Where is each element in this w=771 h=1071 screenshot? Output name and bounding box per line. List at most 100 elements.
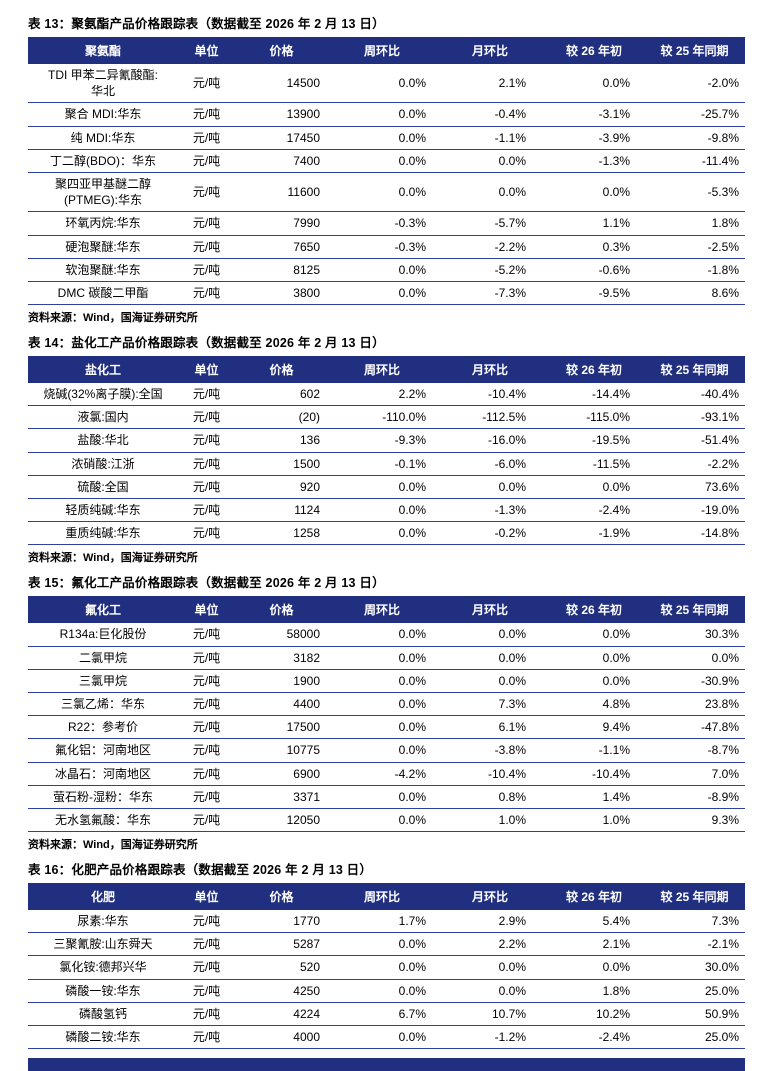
value-cell: 元/吨 [178, 172, 235, 213]
value-cell: 0.3% [544, 235, 644, 259]
value-cell: -9.5% [544, 281, 644, 306]
table-title: 表 15：氟化工产品价格跟踪表（数据截至 2026 年 2 月 13 日） [28, 576, 385, 591]
column-header: 较 26 年初 [544, 37, 644, 64]
value-cell: -93.1% [644, 405, 745, 430]
value-cell: 1900 [235, 669, 328, 693]
value-cell: -9.3% [328, 428, 436, 453]
table-block-15: 表 15：氟化工产品价格跟踪表（数据截至 2026 年 2 月 13 日） 氟化… [28, 572, 745, 852]
table-row: 烧碱(32%离子膜):全国 元/吨 602 2.2% -10.4% -14.4% -40.4… [28, 383, 745, 407]
value-cell: 0.0% [328, 281, 436, 306]
value-cell: 7400 [235, 149, 328, 173]
column-header: 价格 [235, 356, 328, 384]
value-cell: -7.3% [436, 281, 544, 306]
value-cell: 0.0% [328, 172, 436, 213]
price-table-fluorine-chemical: 氟化工 单位 价格 周环比 月环比较 26 年初较 25 年同期 R134a:巨化股份元… [28, 596, 745, 833]
product-name-cell: 三氯甲烷 [28, 669, 178, 693]
product-name-cell: 软泡聚醚:华东 [28, 258, 178, 282]
value-cell: 6900 [235, 762, 328, 786]
value-cell: -51.4% [644, 428, 745, 453]
column-header: 单位 [178, 883, 235, 911]
value-cell: -14.4% [544, 383, 644, 407]
product-name-cell: 环氧丙烷:华东 [28, 211, 178, 236]
value-cell: 0.0% [328, 521, 436, 546]
value-cell: 12050 [235, 808, 328, 833]
value-cell: 7650 [235, 235, 328, 259]
value-cell: 元/吨 [178, 738, 235, 763]
value-cell: 5.4% [544, 910, 644, 934]
value-cell: -9.8% [644, 126, 745, 150]
value-cell: 0.0% [328, 258, 436, 282]
value-cell: 9.3% [644, 808, 745, 833]
value-cell: 17500 [235, 715, 328, 740]
value-cell: 2.1% [436, 64, 544, 104]
column-header: 价格 [235, 883, 328, 911]
value-cell: 0.0% [328, 64, 436, 104]
value-cell: -2.0% [644, 64, 745, 104]
product-name-cell: 轻质纯碱:华东 [28, 498, 178, 523]
product-name-cell: 硬泡聚醚:华东 [28, 235, 178, 259]
value-cell: 2.1% [544, 932, 644, 957]
table-row: 丁二醇(BDO)：华东 元/吨 7400 0.0% 0.0% -1.3% -11.4% [28, 149, 745, 173]
value-cell: 元/吨 [178, 102, 235, 127]
value-cell: -10.4% [544, 762, 644, 786]
product-name-cell: DMC 碳酸二甲酯 [28, 281, 178, 306]
value-cell: -1.3% [436, 498, 544, 523]
table-row: 重质纯碱:华东 元/吨 1258 0.0% -0.2% -1.9% -14.8% [28, 521, 745, 546]
value-cell: -19.5% [544, 428, 644, 453]
column-header: 价格 [235, 596, 328, 624]
value-cell: 17450 [235, 126, 328, 150]
value-cell: -0.3% [328, 235, 436, 259]
value-cell: 1.8% [644, 211, 745, 236]
value-cell: -14.8% [644, 521, 745, 546]
column-header: 较 25 年同期 [644, 883, 745, 911]
value-cell: 元/吨 [178, 1002, 235, 1027]
value-cell: 1.7% [328, 910, 436, 934]
value-cell: 0.0% [436, 475, 544, 500]
value-cell: 0.0% [436, 646, 544, 670]
source-note: 资料来源：Wind，国海证券研究所 [28, 839, 198, 852]
value-cell: 0.0% [328, 692, 436, 717]
value-cell: 0.0% [328, 932, 436, 957]
header-row: 盐化工 单位 价格 周环比 月环比较 26 年初较 25 年同期 [28, 356, 745, 384]
value-cell: 元/吨 [178, 955, 235, 980]
value-cell: 30.0% [644, 955, 745, 980]
product-name-cell: 纯 MDI:华东 [28, 126, 178, 150]
value-cell: -1.1% [544, 738, 644, 763]
table-row: 轻质纯碱:华东 元/吨 1124 0.0% -1.3% -2.4% -19.0% [28, 498, 745, 523]
value-cell: 0.0% [328, 808, 436, 833]
value-cell: 25.0% [644, 979, 745, 1003]
price-table-fertilizer: 化肥 单位 价格 周环比 月环比较 26 年初较 25 年同期 尿素:华东 元/吨 1770… [28, 883, 745, 1050]
value-cell: 0.0% [328, 126, 436, 150]
value-cell: 元/吨 [178, 669, 235, 693]
header-row: 化肥 单位 价格 周环比 月环比较 26 年初较 25 年同期 [28, 883, 745, 911]
column-header: 月环比 [436, 356, 544, 384]
product-name-cell: 二氯甲烷 [28, 646, 178, 670]
value-cell: 58000 [235, 623, 328, 647]
table-row: 无水氢氟酸：华东 元/吨 12050 0.0% 1.0% 1.0% 9.3% [28, 808, 745, 833]
value-cell: 元/吨 [178, 1025, 235, 1050]
value-cell: 3182 [235, 646, 328, 670]
value-cell: 0.0% [328, 149, 436, 173]
value-cell: -1.8% [644, 258, 745, 282]
table-row: 氟化铝：河南地区 元/吨 10775 0.0% -3.8% -1.1% -8.7% [28, 738, 745, 763]
value-cell: 元/吨 [178, 405, 235, 430]
value-cell: 7.0% [644, 762, 745, 786]
table-row: DMC 碳酸二甲酯 元/吨 3800 0.0% -7.3% -9.5% 8.6% [28, 281, 745, 306]
table-block-13: 表 13：聚氨酯产品价格跟踪表（数据截至 2026 年 2 月 13 日） 聚氨… [28, 13, 745, 325]
value-cell: 0.0% [544, 623, 644, 647]
column-header: 较 26 年初 [544, 356, 644, 384]
value-cell: 6.1% [436, 715, 544, 740]
column-header: 较 25 年同期 [644, 37, 745, 64]
value-cell: 10.2% [544, 1002, 644, 1027]
value-cell: 元/吨 [178, 498, 235, 523]
table-row: 纯 MDI:华东 元/吨 17450 0.0% -1.1% -3.9% -9.8% [28, 126, 745, 150]
product-name-cell: 氟化铝：河南地区 [28, 738, 178, 763]
table-row: 磷酸一铵:华东 元/吨 4250 0.0% 0.0% 1.8% 25.0% [28, 979, 745, 1003]
value-cell: 7.3% [644, 910, 745, 934]
value-cell: 0.0% [328, 979, 436, 1003]
value-cell: 元/吨 [178, 623, 235, 647]
value-cell: 0.0% [328, 623, 436, 647]
product-name-cell: 聚合 MDI:华东 [28, 102, 178, 127]
table-row: R22：参考价 元/吨 17500 0.0% 6.1% 9.4% -47.8% [28, 715, 745, 740]
